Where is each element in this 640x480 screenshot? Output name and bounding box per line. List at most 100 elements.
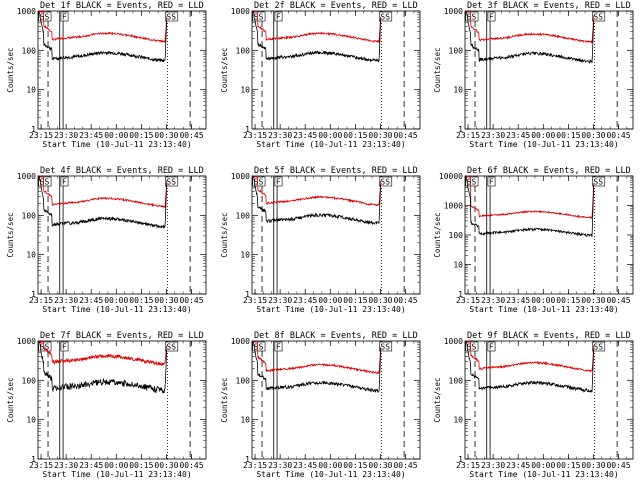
marker-label-box: [379, 11, 393, 22]
x-tick-label: 23:30: [268, 461, 292, 470]
x-tick-label: 23:45: [506, 461, 530, 470]
panel-9: Det 9f BLACK = Events, RED = LLD 1 10 100 10…: [433, 331, 634, 479]
plot-frame: [37, 340, 207, 460]
y-tick-label: 1000: [444, 7, 463, 16]
y-axis-label: Counts/sec: [6, 47, 15, 92]
x-tick-label: 23:30: [268, 296, 292, 305]
panel-title: Det 1f BLACK = Events, RED = LLD: [40, 1, 204, 11]
panel-7: Det 7f BLACK = Events, RED = LLD 1 10 100 10…: [6, 331, 207, 479]
x-tick-label: 23:45: [506, 131, 530, 140]
plot-frame: [464, 340, 634, 460]
panel-8: Det 8f BLACK = Events, RED = LLD 1 10 100 10…: [220, 331, 421, 479]
marker-label-box: [38, 176, 52, 187]
marker-label-box: [274, 11, 283, 22]
y-tick-label: 10: [453, 261, 463, 270]
x-tick-label: 00:45: [606, 296, 630, 305]
x-axis-label: Start Time (10-Jul-11 23:13:40): [469, 305, 618, 314]
plot-frame: [251, 175, 421, 295]
marker-label-box: [38, 11, 52, 22]
x-tick-label: 00:30: [581, 296, 605, 305]
x-tick-label: 00:00: [531, 461, 555, 470]
x-tick-label: 00:45: [393, 131, 417, 140]
y-tick-label: 1: [458, 455, 463, 464]
x-tick-label: 23:15: [243, 296, 267, 305]
y-tick-label: 1: [458, 290, 463, 299]
y-tick-label: 1000: [444, 202, 463, 211]
x-axis-label: Start Time (10-Jul-11 23:13:40): [256, 305, 405, 314]
series-line-lld: [465, 10, 595, 44]
x-tick-label: 00:00: [531, 131, 555, 140]
y-tick-label: 1: [31, 290, 36, 299]
y-axis-label: Counts/sec: [220, 377, 229, 422]
marker-label-box: [592, 176, 606, 187]
marker-label-box: [274, 176, 283, 187]
x-tick-label: 00:45: [179, 131, 203, 140]
y-tick-label: 100: [22, 46, 37, 55]
marker-label-box: [379, 176, 393, 187]
x-tick-label: 00:15: [343, 296, 367, 305]
panel-4: Det 4f BLACK = Events, RED = LLD 1 10 100 10…: [6, 166, 207, 314]
marker-label: F: [489, 178, 494, 187]
panel-6: Det 6f BLACK = Events, RED = LLD 1 10 100 10…: [433, 166, 634, 314]
x-tick-label: 23:15: [29, 296, 53, 305]
plot-frame: [251, 10, 421, 130]
marker-label: F: [489, 343, 494, 352]
y-tick-label: 10: [26, 416, 36, 425]
marker-label: SS: [40, 13, 50, 22]
y-tick-label: 100: [236, 211, 251, 220]
x-tick-label: 23:30: [481, 296, 505, 305]
y-tick-label: 1: [31, 455, 36, 464]
marker-label-box: [487, 11, 496, 22]
x-tick-label: 23:45: [79, 131, 103, 140]
marker-label: SS: [40, 343, 50, 352]
marker-label: F: [276, 178, 281, 187]
marker-label: F: [276, 13, 281, 22]
marker-label-box: [38, 341, 52, 352]
marker-label: SS: [380, 343, 390, 352]
marker-label-box: [487, 176, 496, 187]
marker-label-box: [60, 11, 69, 22]
x-tick-label: 00:45: [606, 461, 630, 470]
x-tick-label: 23:30: [54, 296, 78, 305]
y-tick-label: 100: [22, 376, 37, 385]
marker-label: F: [62, 343, 67, 352]
marker-label: SS: [467, 178, 477, 187]
x-axis-label: Start Time (10-Jul-11 23:13:40): [256, 470, 405, 479]
marker-label: SS: [254, 343, 264, 352]
y-tick-label: 1000: [17, 172, 36, 181]
x-tick-label: 00:30: [154, 461, 178, 470]
x-tick-label: 00:30: [581, 461, 605, 470]
y-tick-label: 100: [449, 231, 464, 240]
x-axis-label: Start Time (10-Jul-11 23:13:40): [256, 140, 405, 149]
series-line-lld: [252, 10, 382, 44]
marker-label: SS: [467, 343, 477, 352]
x-tick-label: 00:00: [104, 131, 128, 140]
marker-label: SS: [593, 178, 603, 187]
y-tick-label: 1000: [17, 337, 36, 346]
x-tick-label: 00:15: [129, 131, 153, 140]
y-tick-label: 10: [240, 86, 250, 95]
plot-frame: [37, 175, 207, 295]
marker-label: SS: [254, 13, 264, 22]
panel-title: Det 2f BLACK = Events, RED = LLD: [254, 1, 418, 11]
series-line-events: [38, 340, 168, 394]
x-tick-label: 23:45: [79, 296, 103, 305]
y-tick-label: 1: [31, 125, 36, 134]
x-tick-label: 23:30: [481, 131, 505, 140]
x-tick-label: 00:45: [393, 461, 417, 470]
panel-title: Det 7f BLACK = Events, RED = LLD: [40, 331, 204, 341]
x-tick-label: 00:30: [368, 461, 392, 470]
x-tick-label: 00:45: [179, 296, 203, 305]
marker-label-box: [465, 176, 479, 187]
y-tick-label: 1: [458, 125, 463, 134]
x-tick-label: 00:15: [129, 296, 153, 305]
y-tick-label: 100: [449, 46, 464, 55]
y-tick-label: 100: [22, 211, 37, 220]
x-tick-label: 00:45: [606, 131, 630, 140]
panel-title: Det 5f BLACK = Events, RED = LLD: [254, 166, 418, 176]
marker-label: F: [62, 178, 67, 187]
marker-label-box: [252, 341, 266, 352]
y-tick-label: 1000: [231, 337, 250, 346]
series-line-events: [465, 10, 595, 64]
